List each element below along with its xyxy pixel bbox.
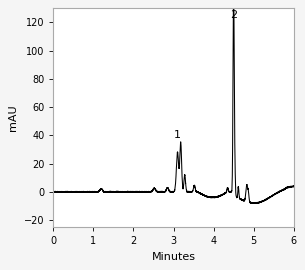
Y-axis label: mAU: mAU [8,104,18,131]
Text: 2: 2 [230,10,237,20]
Text: 1: 1 [174,130,181,140]
X-axis label: Minutes: Minutes [152,252,196,262]
